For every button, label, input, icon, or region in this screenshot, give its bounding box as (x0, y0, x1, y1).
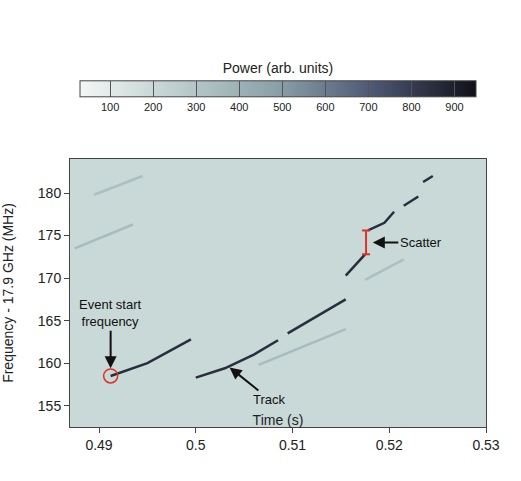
svg-text:600: 600 (316, 101, 334, 113)
svg-text:900: 900 (445, 101, 463, 113)
svg-text:0.49: 0.49 (85, 437, 112, 453)
svg-text:Frequency - 17.9 GHz (MHz): Frequency - 17.9 GHz (MHz) (0, 203, 16, 383)
svg-text:Power (arb. units): Power (arb. units) (223, 60, 333, 76)
svg-text:400: 400 (230, 101, 248, 113)
svg-text:Track: Track (253, 392, 286, 407)
svg-text:170: 170 (38, 270, 62, 286)
svg-text:155: 155 (38, 398, 62, 414)
svg-text:175: 175 (38, 227, 62, 243)
svg-text:180: 180 (38, 185, 62, 201)
svg-text:160: 160 (38, 355, 62, 371)
svg-text:300: 300 (187, 101, 205, 113)
svg-text:165: 165 (38, 313, 62, 329)
svg-text:700: 700 (359, 101, 377, 113)
svg-text:0.5: 0.5 (186, 437, 206, 453)
svg-text:Scatter: Scatter (400, 235, 442, 250)
svg-text:500: 500 (273, 101, 291, 113)
svg-text:200: 200 (144, 101, 162, 113)
svg-text:0.53: 0.53 (472, 437, 499, 453)
svg-text:100: 100 (101, 101, 119, 113)
svg-text:0.52: 0.52 (376, 437, 403, 453)
svg-text:800: 800 (402, 101, 420, 113)
svg-text:Time (s): Time (s) (253, 412, 304, 428)
svg-text:0.51: 0.51 (279, 437, 306, 453)
svg-text:Event startfrequency: Event startfrequency (79, 297, 142, 329)
